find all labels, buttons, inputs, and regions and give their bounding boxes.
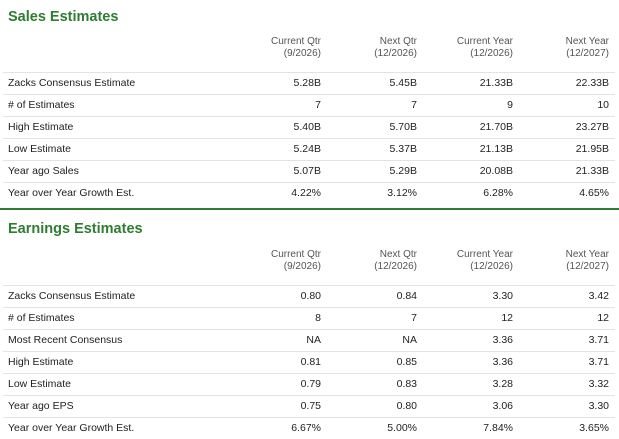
column-header-next-qtr: Next Qtr(12/2026): [327, 36, 423, 73]
table-cell: 21.33B: [423, 73, 519, 95]
table-cell: 3.32: [519, 374, 615, 396]
row-label: Year ago EPS: [3, 396, 231, 418]
row-label: Most Recent Consensus: [3, 330, 231, 352]
table-cell: 20.08B: [423, 161, 519, 183]
table-cell: 3.36: [423, 330, 519, 352]
table-cell: 7: [231, 95, 327, 117]
earnings-estimates-title: Earnings Estimates: [0, 218, 619, 240]
table-cell: 5.37B: [327, 139, 423, 161]
table-cell: 0.83: [327, 374, 423, 396]
table-cell: 3.42: [519, 286, 615, 308]
column-header-next-year: Next Year(12/2027): [519, 249, 615, 286]
table-row: # of Estimates 7 7 9 10: [3, 95, 615, 117]
table-cell: 12: [519, 308, 615, 330]
table-row: High Estimate 5.40B 5.70B 21.70B 23.27B: [3, 117, 615, 139]
table-row: Low Estimate 0.79 0.83 3.28 3.32: [3, 374, 615, 396]
table-cell: 5.29B: [327, 161, 423, 183]
table-row: Year over Year Growth Est. 4.22% 3.12% 6…: [3, 183, 615, 205]
table-cell: 12: [423, 308, 519, 330]
table-row: High Estimate 0.81 0.85 3.36 3.71: [3, 352, 615, 374]
row-label: High Estimate: [3, 352, 231, 374]
row-label: Low Estimate: [3, 374, 231, 396]
row-label-header: [3, 36, 231, 73]
table-row: # of Estimates 8 7 12 12: [3, 308, 615, 330]
table-row: Year ago Sales 5.07B 5.29B 20.08B 21.33B: [3, 161, 615, 183]
table-cell: 21.13B: [423, 139, 519, 161]
row-label: Zacks Consensus Estimate: [3, 73, 231, 95]
table-cell: 5.40B: [231, 117, 327, 139]
row-label: Low Estimate: [3, 139, 231, 161]
table-cell: 21.33B: [519, 161, 615, 183]
table-cell: 3.71: [519, 352, 615, 374]
table-cell: 3.30: [423, 286, 519, 308]
table-cell: 7: [327, 95, 423, 117]
table-row: Most Recent Consensus NA NA 3.36 3.71: [3, 330, 615, 352]
table-cell: 22.33B: [519, 73, 615, 95]
column-header-current-qtr: Current Qtr(9/2026): [231, 36, 327, 73]
column-header-next-qtr: Next Qtr(12/2026): [327, 249, 423, 286]
table-cell: 4.65%: [519, 183, 615, 205]
table-cell: 23.27B: [519, 117, 615, 139]
table-header-row: Current Qtr(9/2026) Next Qtr(12/2026) Cu…: [3, 36, 615, 73]
table-cell: 3.30: [519, 396, 615, 418]
table-cell: 5.24B: [231, 139, 327, 161]
earnings-estimates-table: Current Qtr(9/2026) Next Qtr(12/2026) Cu…: [3, 249, 615, 439]
table-cell: 0.80: [231, 286, 327, 308]
table-cell: 21.70B: [423, 117, 519, 139]
table-cell: 4.22%: [231, 183, 327, 205]
table-row: Zacks Consensus Estimate 5.28B 5.45B 21.…: [3, 73, 615, 95]
table-cell: 0.80: [327, 396, 423, 418]
row-label: High Estimate: [3, 117, 231, 139]
table-cell: 5.45B: [327, 73, 423, 95]
table-cell: 0.84: [327, 286, 423, 308]
earnings-estimates-section: Earnings Estimates Current Qtr(9/2026) N…: [0, 210, 619, 439]
table-cell: 0.79: [231, 374, 327, 396]
row-label: Year over Year Growth Est.: [3, 183, 231, 205]
sales-estimates-table: Current Qtr(9/2026) Next Qtr(12/2026) Cu…: [3, 36, 615, 204]
column-header-current-year: Current Year(12/2026): [423, 36, 519, 73]
table-row: Low Estimate 5.24B 5.37B 21.13B 21.95B: [3, 139, 615, 161]
row-label: Year ago Sales: [3, 161, 231, 183]
row-label: # of Estimates: [3, 95, 231, 117]
table-cell: 8: [231, 308, 327, 330]
table-cell: 3.06: [423, 396, 519, 418]
table-cell: 5.07B: [231, 161, 327, 183]
table-cell: 9: [423, 95, 519, 117]
sales-estimates-section: Sales Estimates Current Qtr(9/2026) Next…: [0, 0, 619, 208]
table-cell: 3.71: [519, 330, 615, 352]
table-cell: 5.70B: [327, 117, 423, 139]
column-header-current-year: Current Year(12/2026): [423, 249, 519, 286]
table-header-row: Current Qtr(9/2026) Next Qtr(12/2026) Cu…: [3, 249, 615, 286]
row-label: Zacks Consensus Estimate: [3, 286, 231, 308]
table-cell: 0.81: [231, 352, 327, 374]
table-cell: 3.28: [423, 374, 519, 396]
table-cell: 0.85: [327, 352, 423, 374]
sales-estimates-title: Sales Estimates: [0, 6, 619, 28]
table-cell: 3.12%: [327, 183, 423, 205]
row-label-header: [3, 249, 231, 286]
table-cell: 0.75: [231, 396, 327, 418]
table-row: Year ago EPS 0.75 0.80 3.06 3.30: [3, 396, 615, 418]
table-cell: 3.36: [423, 352, 519, 374]
column-header-next-year: Next Year(12/2027): [519, 36, 615, 73]
table-cell: 5.28B: [231, 73, 327, 95]
table-cell: 7: [327, 308, 423, 330]
table-cell: 21.95B: [519, 139, 615, 161]
row-label: # of Estimates: [3, 308, 231, 330]
table-cell: 6.28%: [423, 183, 519, 205]
table-row: Zacks Consensus Estimate 0.80 0.84 3.30 …: [3, 286, 615, 308]
table-cell: NA: [231, 330, 327, 352]
column-header-current-qtr: Current Qtr(9/2026): [231, 249, 327, 286]
table-cell: 10: [519, 95, 615, 117]
table-cell: NA: [327, 330, 423, 352]
